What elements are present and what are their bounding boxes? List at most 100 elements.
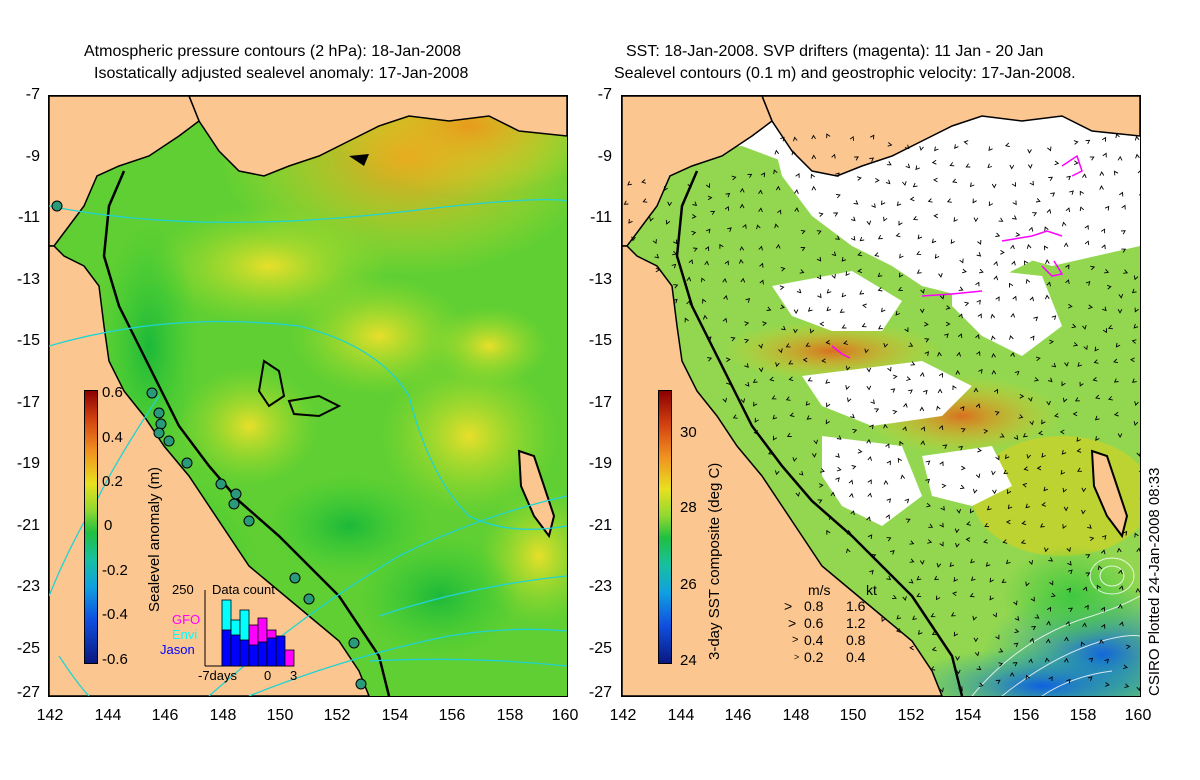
velocity-arrow (802, 357, 808, 363)
velocity-arrow (862, 303, 867, 309)
velocity-arrow (1066, 547, 1071, 553)
x-tick: 146 (724, 707, 752, 724)
velocity-arrow (817, 293, 822, 299)
velocity-arrow (730, 336, 736, 342)
velocity-arrow (885, 179, 891, 185)
velocity-arrow (818, 483, 824, 488)
velocity-arrow (1084, 604, 1089, 610)
velocity-arrow (970, 558, 975, 564)
velocity-arrow (722, 277, 727, 283)
velocity-arrow (976, 299, 981, 305)
velocity-arrow (1043, 486, 1048, 492)
velocity-arrow (1051, 362, 1057, 368)
velocity-arrow (889, 550, 895, 555)
velocity-arrow (924, 321, 929, 327)
new-guinea-land (761, 96, 1140, 177)
velocity-arrow (1081, 487, 1087, 493)
velocity-arrow (1134, 307, 1139, 313)
velocity-arrow (938, 425, 944, 430)
velocity-arrow (910, 361, 916, 366)
velocity-arrow (771, 395, 777, 400)
velocity-arrow (727, 227, 732, 232)
legend-arrow-0-2: > (794, 652, 800, 662)
velocity-arrow (704, 260, 709, 266)
velocity-arrow (628, 219, 633, 224)
velocity-arrow (739, 246, 745, 251)
velocity-arrow (1025, 278, 1031, 284)
velocity-arrow (931, 630, 937, 635)
velocity-arrow (1073, 140, 1079, 145)
sst-map[interactable] (621, 95, 1141, 697)
velocity-arrow (991, 183, 997, 189)
left-title-line2: Isostatically adjusted sealevel anomaly:… (94, 65, 469, 82)
velocity-arrow (710, 210, 716, 215)
velocity-arrow (760, 172, 766, 178)
velocity-arrow (623, 200, 629, 205)
velocity-arrow (916, 575, 922, 581)
velocity-arrow (938, 273, 943, 278)
y-tick: -27 (16, 684, 40, 701)
velocity-arrow (1102, 328, 1107, 334)
velocity-arrow (655, 267, 661, 273)
velocity-arrow (891, 594, 897, 600)
velocity-arrow (912, 216, 918, 221)
velocity-arrow (788, 376, 794, 382)
velocity-arrow (1054, 413, 1059, 418)
velocity-arrow (786, 432, 792, 437)
velocity-arrow (939, 522, 944, 528)
velocity-arrow (631, 236, 636, 242)
velocity-arrow (900, 474, 906, 480)
velocity-arrow (772, 414, 778, 420)
cb-tick: -0.6 (102, 651, 128, 668)
velocity-arrow (887, 142, 893, 147)
velocity-arrow (1012, 295, 1017, 301)
y-tick: -7 (25, 86, 40, 103)
new-caledonia-land (517, 449, 556, 539)
velocity-arrow (877, 272, 883, 278)
velocity-arrow (780, 304, 785, 309)
tide-gauge-markers (51, 200, 367, 690)
legend-kt: 0.4 (846, 649, 866, 665)
velocity-arrow (998, 648, 1004, 653)
velocity-arrow (995, 232, 1001, 237)
inset-title: Data count (212, 582, 275, 597)
velocity-arrow (811, 154, 817, 160)
velocity-arrow (1060, 469, 1066, 475)
cb-tick: 0.6 (102, 384, 123, 401)
velocity-arrow (916, 250, 922, 256)
velocity-arrow (890, 388, 896, 393)
velocity-arrow (934, 575, 939, 581)
velocity-arrow (1061, 221, 1067, 227)
velocity-arrow (1080, 641, 1085, 647)
velocity-arrow (957, 333, 963, 339)
velocity-arrow (920, 288, 925, 294)
velocity-arrow (924, 338, 930, 343)
velocity-arrow (1134, 532, 1139, 538)
inset-series-envi: Envi (172, 627, 198, 642)
y-tick: -23 (588, 578, 612, 595)
velocity-arrow (1027, 149, 1032, 154)
velocity-arrow (1030, 335, 1035, 341)
velocity-arrow (641, 179, 647, 184)
y-tick: -13 (16, 271, 40, 288)
velocity-arrow (1014, 616, 1020, 621)
velocity-arrow (1032, 212, 1038, 217)
velocity-arrow (995, 296, 1000, 302)
velocity-arrow (1131, 288, 1137, 294)
velocity-arrow (739, 203, 745, 209)
velocity-arrow (723, 294, 728, 300)
cb-tick: 24 (680, 652, 697, 669)
velocity-arrow (1100, 606, 1105, 612)
velocity-arrow (939, 687, 944, 693)
velocity-arrow (904, 327, 909, 333)
velocity-arrow (886, 460, 891, 466)
sealevel-anomaly-map[interactable] (48, 95, 568, 697)
velocity-arrow (835, 477, 840, 482)
velocity-arrow (1026, 454, 1032, 459)
velocity-arrow (1113, 358, 1119, 364)
velocity-arrow (777, 209, 782, 215)
velocity-arrow (1134, 401, 1139, 407)
velocity-arrow (835, 235, 840, 240)
velocity-arrow (936, 595, 941, 601)
velocity-arrow (1010, 352, 1015, 357)
